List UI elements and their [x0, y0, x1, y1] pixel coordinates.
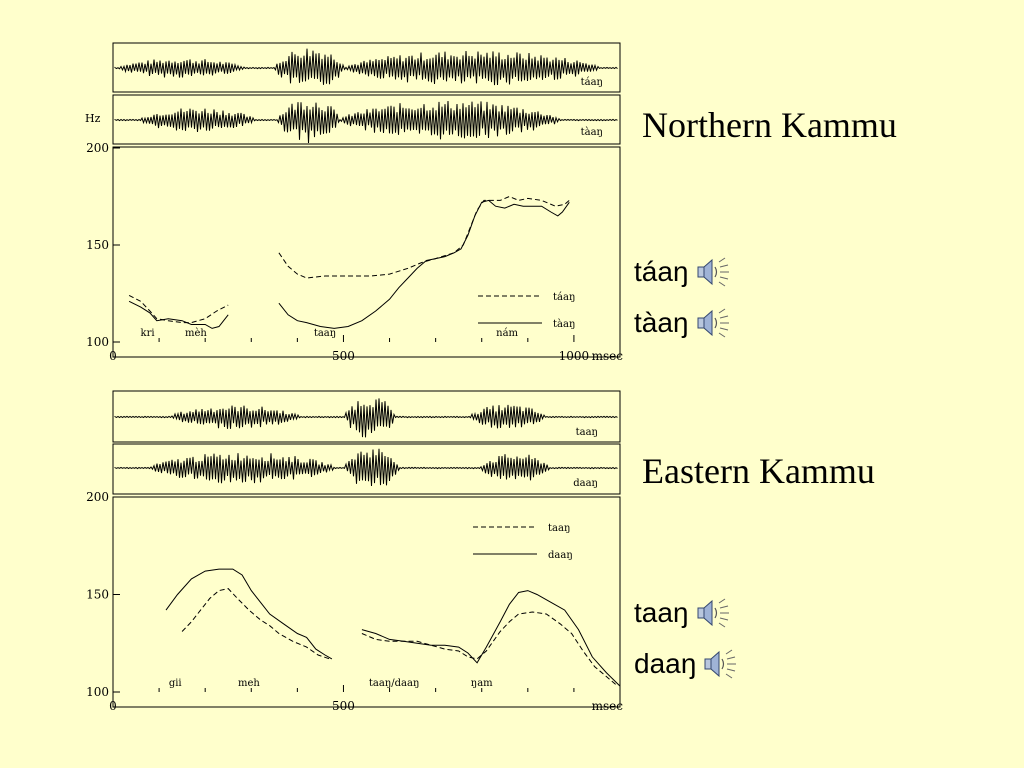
northern-legend: táaŋ tàaŋ — [478, 292, 575, 330]
e-annotation-3: ŋam — [471, 678, 493, 689]
n-legend-label-0: táaŋ — [553, 292, 575, 303]
n-xtick-label: 1000 — [559, 349, 590, 363]
e-legend-label-1: daaŋ — [548, 550, 573, 561]
e-series-1-segment-1 — [361, 590, 621, 687]
eastern-waveform-2-frame — [112, 443, 621, 495]
e-ytick-label: 150 — [86, 588, 109, 602]
northern-word-2: tàaŋ — [634, 307, 689, 338]
eastern-kammu-label: Eastern Kammu — [642, 451, 875, 491]
northern-series — [128, 195, 570, 329]
northern-waveform-2 — [114, 100, 618, 144]
n-series-0-segment-0 — [128, 294, 229, 324]
eastern-word-1-row: taaŋ — [634, 597, 731, 629]
n-ytick-label: 150 — [86, 238, 109, 252]
eastern-waveform-1 — [114, 398, 618, 438]
e-series-1-segment-0 — [165, 568, 333, 660]
e-legend-label-0: taaŋ — [548, 523, 570, 534]
eastern-word-2-row: daaŋ — [634, 648, 738, 680]
n-series-1-segment-0 — [128, 300, 229, 329]
northern-annotations: kri mèh taaŋ nám — [141, 328, 519, 339]
eastern-word-2: daaŋ — [634, 648, 697, 679]
northern-waveform-2-frame — [112, 94, 621, 145]
n-ytick-label: 100 — [86, 335, 109, 349]
n-annotation-0: kri — [141, 328, 155, 339]
northern-waveform-2-label: tàaŋ — [581, 127, 603, 138]
northern-y-unit: Hz — [85, 112, 101, 125]
northern-waveform-1-label: táaŋ — [581, 77, 603, 88]
northern-word-1-row: táaŋ — [634, 256, 731, 288]
eastern-waveform-2-label: daaŋ — [573, 478, 598, 489]
n-annotation-2: taaŋ — [314, 328, 336, 339]
e-annotation-2: taaŋ/daaŋ — [369, 678, 420, 689]
eastern-plot-frame — [112, 496, 621, 708]
e-xtick-label: 500 — [332, 699, 355, 713]
n-xlabel: msec — [592, 349, 624, 363]
e-series-0-segment-0 — [181, 588, 330, 660]
n-legend-label-1: tàaŋ — [553, 319, 575, 330]
northern-kammu-label: Northern Kammu — [642, 105, 897, 145]
eastern-waveform-1-label: taaŋ — [576, 427, 598, 438]
e-ytick-label: 200 — [86, 490, 109, 504]
northern-axes: 100 150 200 0 500 1000 msec — [86, 141, 623, 363]
e-annotation-0: gii — [169, 678, 182, 689]
speaker-icon[interactable] — [695, 257, 731, 287]
eastern-series — [165, 568, 621, 687]
eastern-annotations: gii meh taaŋ/daaŋ ŋam — [169, 678, 493, 689]
n-annotation-1: mèh — [185, 328, 207, 339]
northern-waveform-1 — [114, 48, 618, 86]
eastern-waveform-1-frame — [112, 390, 621, 443]
speaker-icon[interactable] — [695, 308, 731, 338]
n-xtick-label: 500 — [332, 349, 355, 363]
eastern-figure: taaŋ daaŋ 100 150 200 0 500 msec taaŋ daaŋ gii… — [86, 390, 623, 713]
e-series-0-segment-1 — [361, 611, 619, 687]
northern-word-2-row: tàaŋ — [634, 307, 731, 339]
speaker-icon[interactable] — [702, 649, 738, 679]
n-series-0-segment-1 — [278, 195, 570, 279]
e-xlabel: msec — [592, 699, 624, 713]
e-annotation-1: meh — [238, 678, 260, 689]
n-series-1-segment-1 — [278, 199, 570, 329]
eastern-legend: taaŋ daaŋ — [473, 523, 573, 561]
e-ytick-label: 100 — [86, 685, 109, 699]
speaker-icon[interactable] — [695, 598, 731, 628]
n-xtick-label: 0 — [109, 349, 117, 363]
northern-waveform-1-frame — [112, 42, 621, 93]
eastern-word-1: taaŋ — [634, 597, 689, 628]
e-xtick-label: 0 — [109, 699, 117, 713]
eastern-waveform-2 — [114, 448, 618, 487]
northern-plot-frame — [112, 146, 621, 358]
n-ytick-label: 200 — [86, 141, 109, 155]
n-annotation-3: nám — [496, 328, 518, 339]
northern-word-1: táaŋ — [634, 256, 689, 287]
eastern-axes: 100 150 200 0 500 msec — [86, 490, 623, 713]
